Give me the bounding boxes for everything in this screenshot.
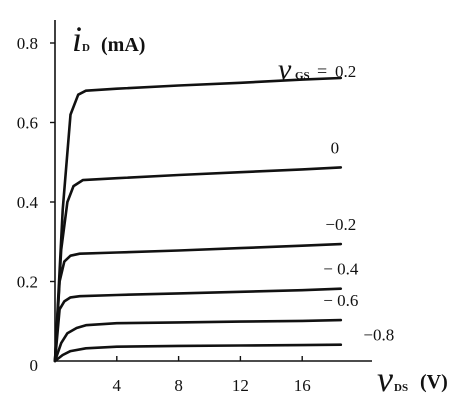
curve-label-vgs--0.8: −0.8 [363,326,394,345]
x-axis-label: v DS (V) [377,359,448,399]
curve-vgs--0.6 [53,318,343,363]
y-tick-label: 0.4 [17,193,39,212]
origin-tick-label: 0 [30,356,39,375]
parameter-equals: = [317,61,327,81]
curve-labels: 0.2 0 −0.2 − 0.4 − 0.6 −0.8 [323,62,394,345]
x-axis-unit: (V) [420,371,448,393]
curve-label-vgs--0.6: − 0.6 [323,291,358,310]
curve-vgs-0.2 [53,76,343,363]
y-axis-subscript: D [82,42,90,54]
curve-label-vgs-0.2: 0.2 [335,62,356,81]
x-ticks: 4 8 12 16 [113,356,311,395]
curve-vgs--0.2 [53,242,343,363]
parameter-symbol: v [278,53,292,86]
y-tick-label: 0.6 [17,114,38,133]
y-axis-symbol: i [72,19,82,59]
curve-vgs--0.4 [53,287,343,363]
curve-vgs--0.8 [53,343,343,363]
curve-label-vgs--0.4: − 0.4 [323,260,359,279]
x-tick-label: 12 [232,376,249,395]
x-tick-label: 4 [113,376,122,395]
axes [54,20,372,362]
curve-vgs-0 [53,166,343,363]
curves [53,76,343,363]
x-axis-subscript: DS [394,382,408,394]
y-axis-unit: (mA) [101,34,145,56]
x-tick-label: 8 [174,376,183,395]
curve-label-vgs--0.2: −0.2 [325,215,356,234]
y-ticks: 0.2 0.4 0.6 0.8 [17,34,55,292]
y-tick-label: 0.2 [17,273,38,292]
curve-label-vgs-0: 0 [331,138,340,157]
x-tick-label: 16 [294,376,311,395]
x-axis-symbol: v [377,359,393,399]
y-tick-label: 0.8 [17,34,38,53]
y-axis-label: i D (mA) [72,19,145,59]
